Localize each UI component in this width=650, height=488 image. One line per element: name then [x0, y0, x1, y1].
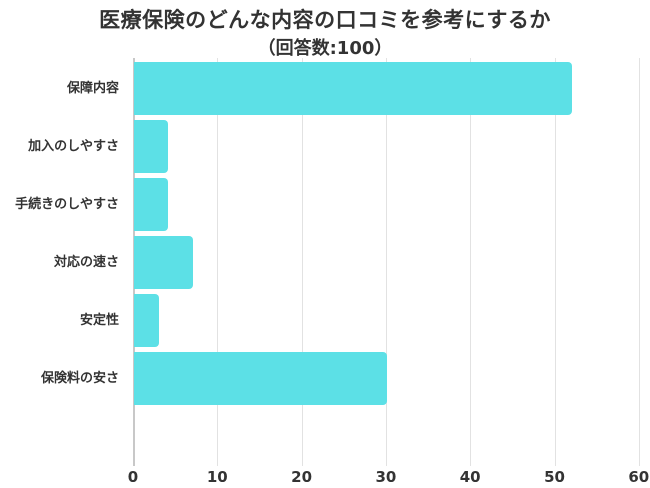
gridline [301, 58, 303, 466]
x-tick-label: 50 [544, 468, 565, 486]
x-tick-label: 0 [127, 468, 139, 486]
category-label: 保険料の安さ [40, 371, 119, 386]
category-label: 対応の速さ [53, 255, 119, 270]
category-label: 加入のしやすさ [28, 139, 119, 154]
category-label: 保障内容 [66, 81, 119, 96]
category-label: 手続きのしやすさ [15, 197, 119, 212]
bar [134, 236, 193, 289]
bar [134, 120, 168, 173]
bar [134, 62, 573, 115]
gridline [385, 58, 387, 466]
bar [134, 294, 160, 347]
chart-title: 医療保険のどんな内容の口コミを参考にするか [99, 8, 551, 32]
category-label: 安定性 [79, 313, 119, 328]
chart-subtitle: （回答数:100） [257, 38, 393, 59]
gridline [217, 58, 219, 466]
gridline [554, 58, 556, 466]
plot-area [133, 58, 641, 466]
x-tick-label: 40 [459, 468, 481, 486]
x-tick-label: 30 [375, 468, 397, 486]
gridline [470, 58, 472, 466]
bar [134, 178, 168, 231]
bar [134, 352, 387, 405]
x-tick-label: 60 [628, 468, 650, 486]
x-tick-label: 10 [206, 468, 228, 486]
x-tick-label: 20 [291, 468, 313, 486]
gridline [638, 58, 640, 466]
